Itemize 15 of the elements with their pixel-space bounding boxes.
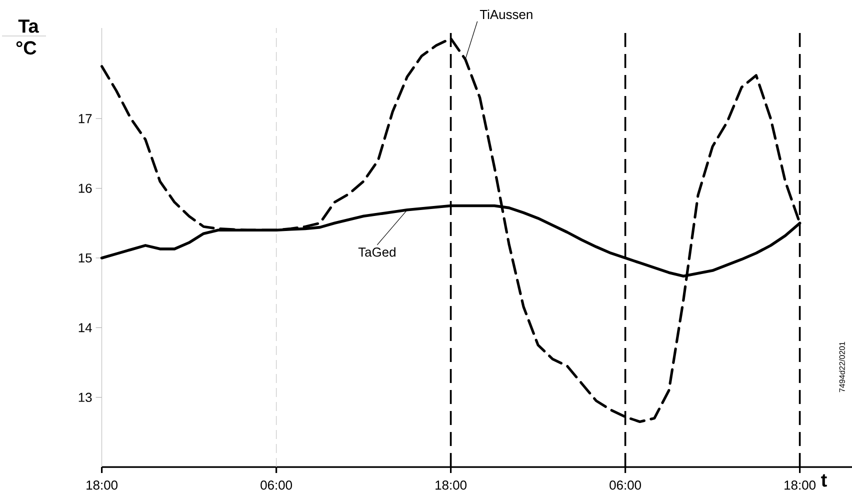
y-tick-label: 17	[78, 114, 92, 124]
y-tick-label: 16	[78, 184, 92, 193]
y-axis-title: Ta	[18, 20, 39, 33]
text: TiAussen	[480, 10, 532, 20]
text: TaGed	[358, 247, 396, 257]
text: °C	[16, 41, 36, 55]
y-tick-label: 14	[78, 323, 92, 332]
x-axis-title: t	[821, 474, 827, 487]
y-tick-label: 13	[78, 392, 92, 402]
x-tick-label: 18:00	[784, 480, 816, 490]
x-tick-label: 06:00	[610, 480, 642, 490]
x-tick-label: 06:00	[260, 480, 292, 490]
x-tick-label: 18:00	[436, 480, 467, 490]
x-tick-label: 18:00	[86, 480, 118, 490]
y-tick-label: 15	[78, 253, 92, 262]
